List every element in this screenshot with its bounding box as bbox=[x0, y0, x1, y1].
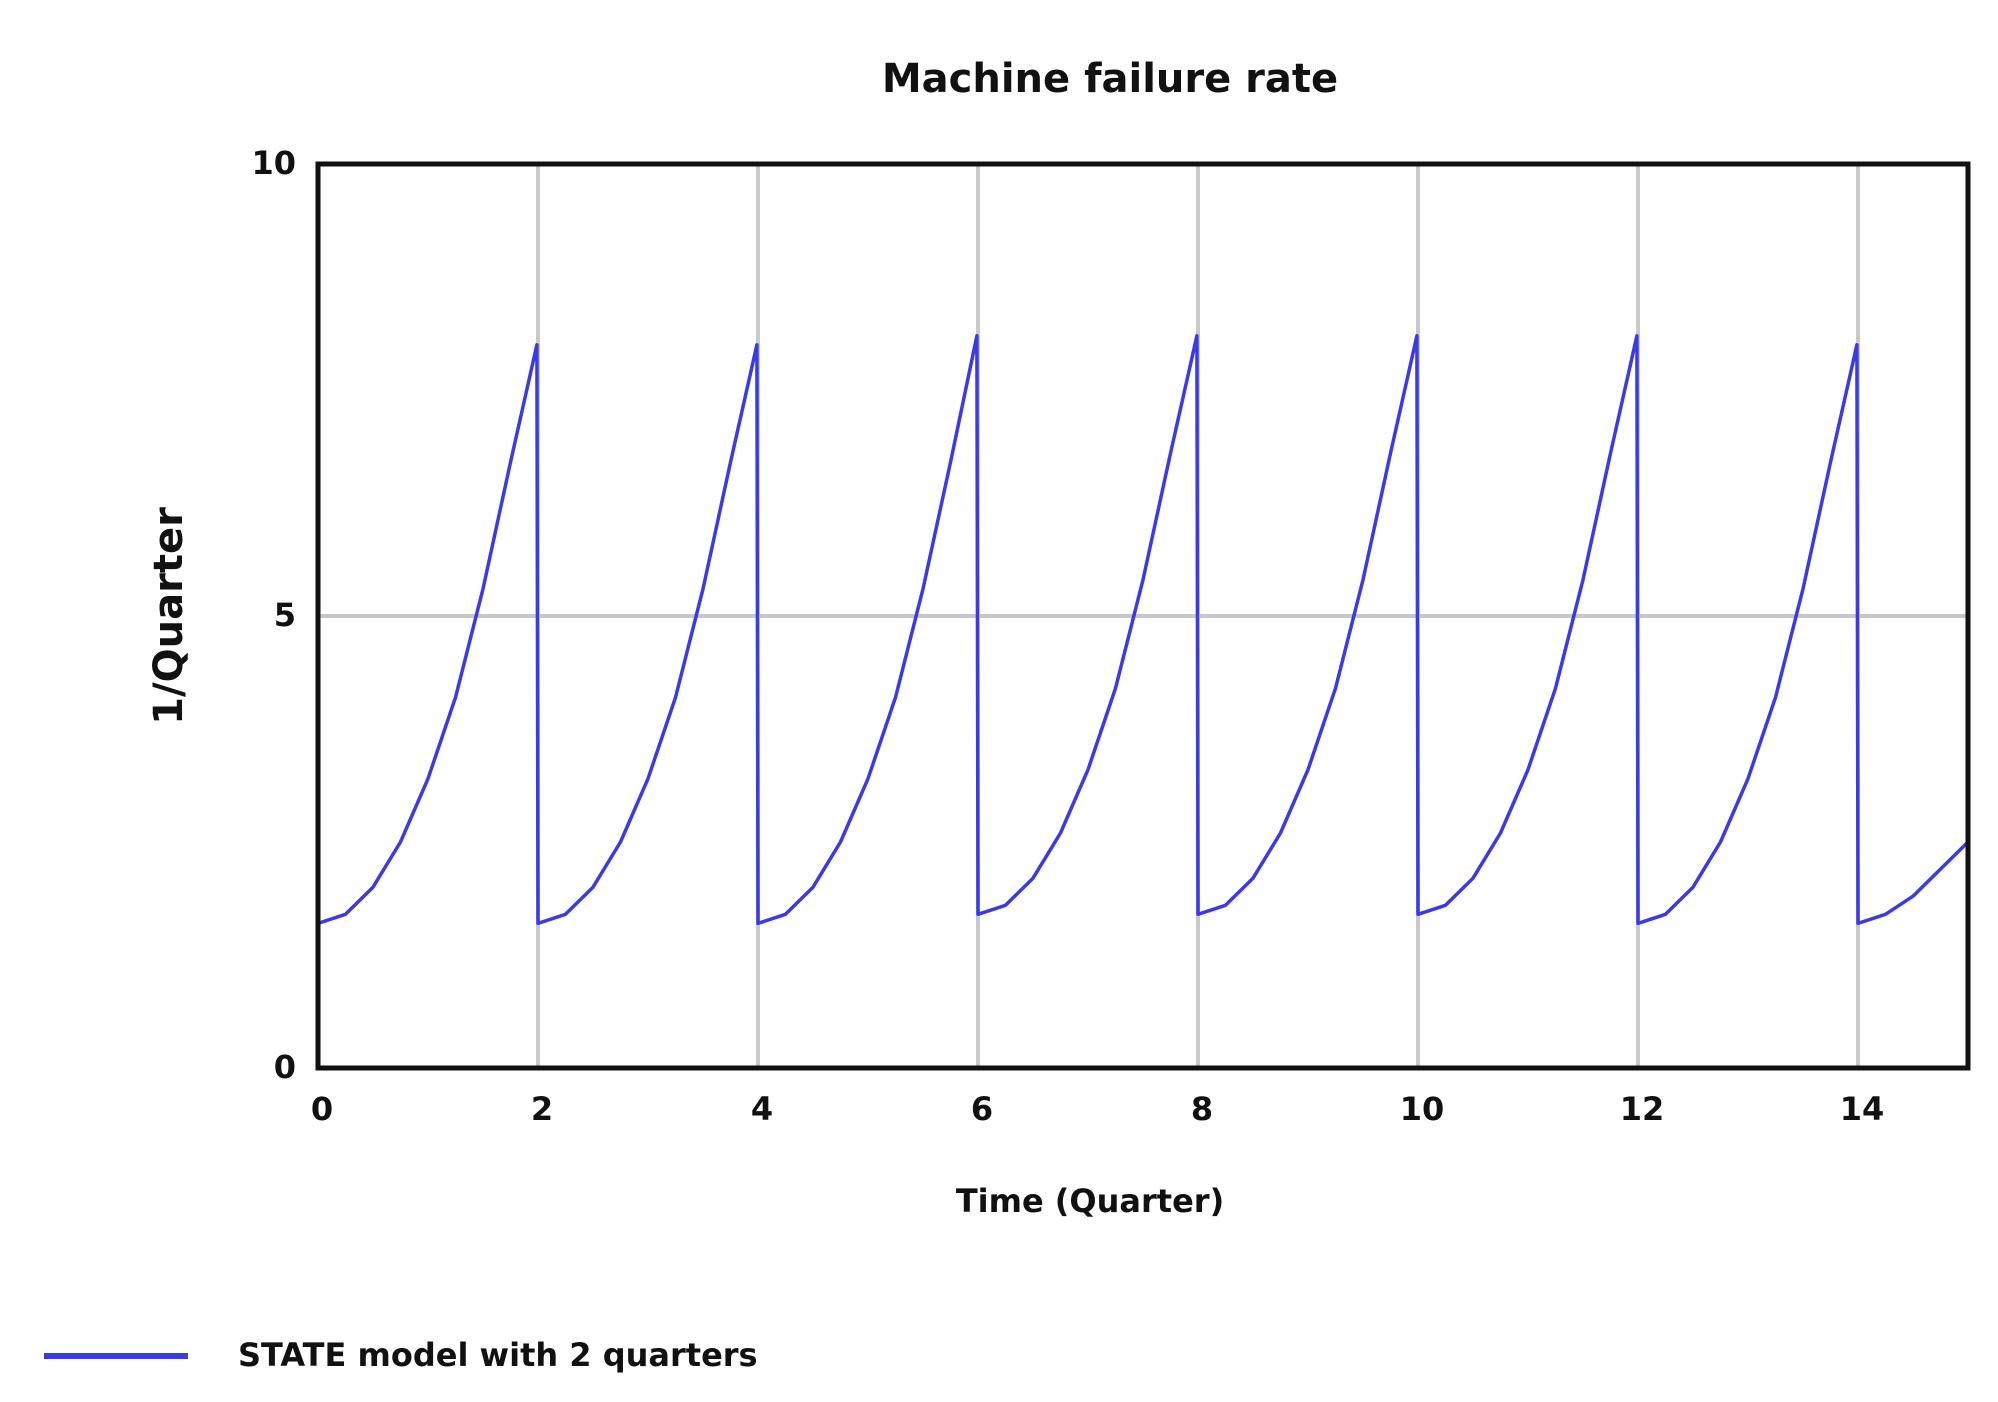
x-tick-label: 12 bbox=[1620, 1090, 1665, 1128]
series-line bbox=[317, 334, 1970, 926]
legend-label: STATE model with 2 quarters bbox=[238, 1336, 758, 1374]
chart-title: Machine failure rate bbox=[882, 56, 1338, 102]
x-tick-label: 2 bbox=[531, 1090, 553, 1128]
x-tick-label: 0 bbox=[311, 1090, 333, 1128]
y-tick-label: 0 bbox=[274, 1048, 296, 1086]
x-tick-label: 10 bbox=[1400, 1090, 1445, 1128]
y-tick-label: 5 bbox=[274, 596, 296, 634]
x-tick-label: 6 bbox=[971, 1090, 993, 1128]
y-axis-label: 1/Quarter bbox=[146, 507, 192, 725]
x-axis-label: Time (Quarter) bbox=[956, 1182, 1224, 1220]
legend: STATE model with 2 quarters bbox=[44, 1336, 758, 1374]
x-tick-label: 4 bbox=[751, 1090, 773, 1128]
gridlines bbox=[318, 164, 1968, 1068]
x-tick-label: 8 bbox=[1191, 1090, 1213, 1128]
series-layer bbox=[317, 334, 1970, 926]
x-tick-label: 14 bbox=[1840, 1090, 1885, 1128]
y-tick-label: 10 bbox=[251, 144, 296, 182]
x-tick-labels: 0 2 4 6 8 10 12 14 bbox=[311, 1090, 1884, 1128]
y-tick-labels: 0 5 10 bbox=[251, 144, 296, 1086]
plot-frame bbox=[315, 161, 1971, 1071]
